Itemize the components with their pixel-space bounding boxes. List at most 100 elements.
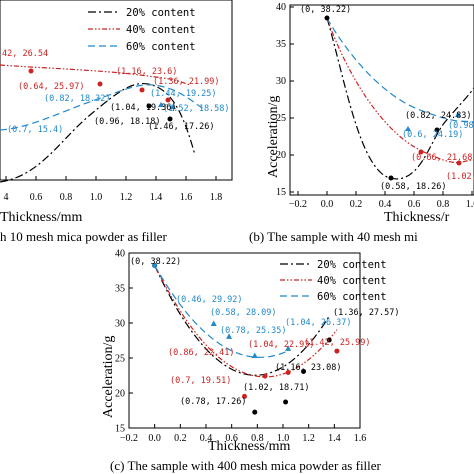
data-point (252, 409, 258, 415)
marker (165, 97, 171, 103)
panel-b-y-ticks: 40 35 30 25 20 15 (276, 2, 294, 198)
x-tick-label: 1.2 (302, 433, 315, 444)
x-tick-label: 0.0 (148, 433, 161, 444)
marker (455, 112, 461, 117)
x-tick-label: 0.6 (30, 192, 43, 203)
data-point (242, 393, 247, 399)
x-tick-label: −0.2 (120, 433, 138, 444)
marker (167, 116, 173, 122)
annotation-label: (0.58, 28.09) (210, 308, 277, 318)
panel-a-markers (28, 68, 176, 122)
x-tick-label: 4 (4, 192, 9, 203)
annotation-label: (1.42, 25.99) (304, 338, 371, 348)
panel-b-curve-60 (326, 17, 474, 123)
annotation-label: (0.58, 18.26) (380, 182, 447, 192)
legend-label: 60% content (317, 291, 387, 303)
panel-c-markers (152, 262, 340, 415)
data-point (285, 345, 292, 351)
annotation-label: (1.16, 23.08) (275, 363, 342, 373)
panel-c-y-axis-title: Acceleration/g (101, 336, 116, 418)
annotation-label: (1.52, 18.58) (163, 104, 230, 114)
panel-a-x-ticks: 4 0.6 0.8 1.0 1.2 1.4 1.6 1.8 (4, 176, 223, 203)
marker (97, 81, 103, 87)
panel-a: 4 0.6 0.8 1.0 1.2 1.4 1.6 1.8 42, 26.54 (0.64, … (0, 0, 233, 225)
annotation-label: (0.78, 25.35) (220, 326, 287, 336)
data-point (334, 348, 340, 354)
annotation-label: (1.02, 18.71) (243, 383, 310, 393)
panel-a-plot-frame (0, 0, 233, 181)
legend-label: 40% content (317, 275, 387, 287)
panel-a-curve-40 (0, 64, 191, 86)
x-tick-label: 0.8 (437, 199, 450, 210)
marker (324, 15, 330, 21)
panel-b-curve-40 (326, 17, 474, 164)
data-point (152, 262, 158, 268)
legend-label: 60% content (126, 41, 196, 53)
marker (418, 149, 424, 155)
marker (388, 175, 394, 181)
annotation-label: (0, 38.22) (130, 257, 181, 267)
x-tick-label: 0.8 (60, 192, 73, 203)
y-tick-label: 35 (276, 39, 286, 50)
y-tick-label: 40 (115, 249, 125, 260)
x-tick-label: 0.6 (225, 433, 238, 444)
legend-label: 20% content (317, 259, 387, 271)
y-tick-label: 40 (276, 2, 286, 13)
data-point (326, 337, 332, 343)
marker (170, 104, 176, 109)
annotation-label: (1.46, 17.26) (148, 122, 215, 132)
panel-a-curve-20 (0, 82, 196, 183)
annotation-label: (1.16, 23.6) (116, 67, 177, 77)
panel-c-legend: 20% content 40% content 60% content (280, 259, 387, 303)
x-tick-label: 0.4 (200, 433, 213, 444)
panel-b-markers (324, 15, 462, 181)
y-tick-label: 20 (115, 389, 125, 400)
series-line-1 (154, 265, 338, 378)
y-tick-label: 25 (115, 354, 125, 365)
panel-b-caption: (b) The sample with 40 mesh mi (249, 229, 418, 244)
x-tick-label: 1.0 (277, 433, 290, 444)
series-line-2 (154, 265, 289, 359)
y-tick-label: 15 (276, 187, 286, 198)
x-tick-label: 0.8 (251, 433, 264, 444)
panel-a-curves (0, 64, 206, 183)
x-tick-label: 1.8 (210, 192, 223, 203)
annotation-label: (0.46, 29.92) (176, 295, 243, 305)
annotation-label: (0.6, 24.19) (402, 130, 463, 140)
annotation-label: (0.82, 18.32) (44, 94, 111, 104)
panel-b-x-ticks: −0.2 0.0 0.2 0.4 0.6 0.8 1.0 (289, 191, 474, 210)
data-point (283, 399, 289, 405)
legend-label: 40% content (126, 24, 196, 36)
marker (456, 160, 462, 166)
y-tick-label: 30 (276, 76, 286, 87)
y-tick-label: 30 (115, 319, 125, 330)
annotation-label: (1.04, 22.93) (248, 340, 315, 350)
y-tick-label: 25 (276, 113, 286, 124)
x-tick-label: 1.2 (120, 192, 133, 203)
panel-c: 40 35 30 25 20 15 −0.2 0.0 0.2 0.4 0.6 0.8 1.0 1.2 1.… (101, 249, 400, 455)
data-point (301, 368, 307, 374)
panel-c-y-ticks: 40 35 30 25 20 15 (115, 249, 133, 435)
panel-c-plot-frame (128, 252, 361, 429)
panel-a-x-axis-title: Thickness/mm (0, 210, 83, 225)
annotation-label: (1.36, 27.57) (333, 308, 400, 318)
data-point (285, 369, 291, 375)
annotation-label: (1.04, 26.37) (285, 318, 352, 328)
marker (28, 68, 34, 74)
x-tick-label: 1.0 (90, 192, 103, 203)
marker (158, 102, 164, 107)
panel-c-x-axis-title: Thickness/mm (208, 439, 291, 454)
panel-b-x-axis-title: Thickness/r (384, 210, 450, 225)
annotation-label: (0.82, 24.83) (405, 111, 472, 121)
panel-c-curves (154, 265, 338, 378)
panel-b-plot-frame (289, 4, 474, 196)
data-point (262, 373, 268, 379)
x-tick-label: 1.4 (328, 433, 341, 444)
annotation-label: (0.7, 15.4) (7, 125, 63, 135)
panel-c-annotations: (0, 38.22) (0.46, 29.92) (0.58, 28.09) (0.7… (130, 257, 400, 407)
y-tick-label: 20 (276, 150, 286, 161)
panel-b: 40 35 30 25 20 15 −0.2 0.0 0.2 0.4 0.6 0.8 1.0 (0, … (266, 2, 474, 225)
annotation-label: (0.96, 18.18) (94, 117, 161, 127)
x-tick-label: −0.2 (289, 199, 307, 210)
